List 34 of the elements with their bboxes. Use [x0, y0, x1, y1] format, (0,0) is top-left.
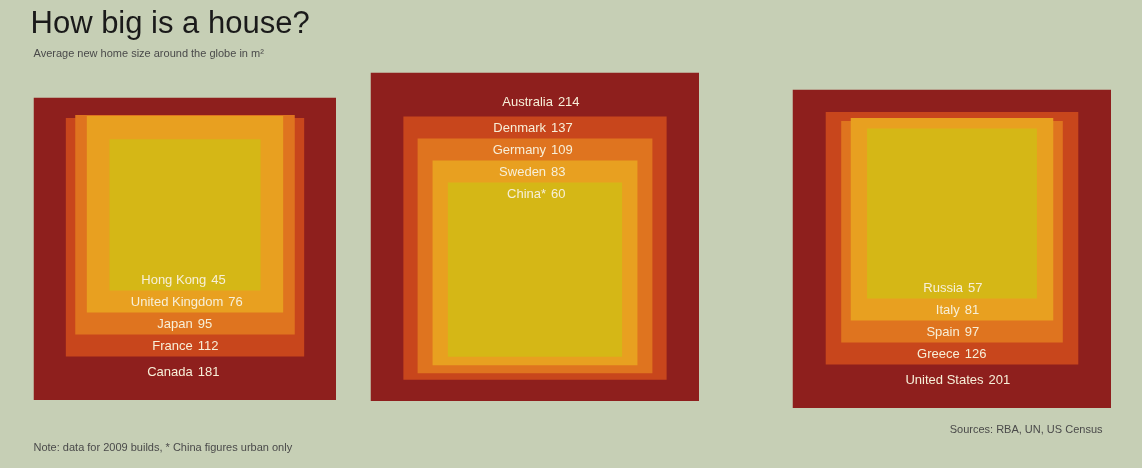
text: Note: data for 2009 builds, * China figures urban only — [33, 440, 293, 453]
data-label: 214 — [557, 93, 580, 109]
category-label: United States — [905, 372, 984, 387]
data-label: 83 — [551, 163, 566, 179]
data-label: 201 — [988, 372, 1011, 387]
data-label: 57 — [968, 280, 983, 295]
category-label: Germany — [492, 141, 547, 157]
data-label: 126 — [964, 346, 987, 361]
text: How big is a house? — [30, 5, 310, 40]
category-label: Hong Kong — [141, 271, 207, 287]
category-label: Spain — [926, 324, 960, 339]
data-label: 137 — [551, 119, 573, 135]
data-label: 45 — [211, 271, 226, 287]
category-label: Canada — [147, 363, 194, 379]
category-label: United Kingdom — [130, 293, 224, 309]
category-label: Russia — [923, 280, 964, 295]
data-label: 109 — [551, 141, 573, 157]
category-label: Denmark — [493, 119, 547, 135]
source-note: Sources: RBA, UN, US Census — [949, 422, 1103, 435]
data-label: 97 — [964, 324, 980, 339]
category-label: Greece — [917, 346, 960, 361]
category-label: China* — [507, 185, 547, 201]
category-label: Sweden — [499, 163, 547, 179]
data-label: 112 — [197, 337, 219, 353]
data-label: 76 — [228, 293, 243, 309]
category-label: Italy — [935, 302, 961, 317]
data-label: 60 — [551, 185, 566, 201]
data-label: 181 — [197, 363, 220, 379]
text: Average new home size around the globe in m² — [33, 46, 265, 59]
category-label: Japan — [157, 315, 193, 331]
category-label: France — [152, 337, 193, 353]
data-label: 95 — [197, 315, 213, 331]
category-label: Australia — [502, 93, 554, 109]
data-label: 81 — [964, 302, 980, 317]
